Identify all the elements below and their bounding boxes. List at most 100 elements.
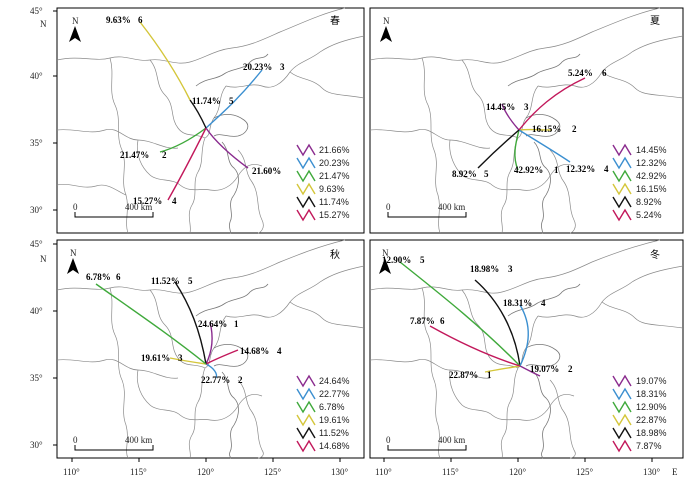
lon-tick-label: 115° <box>442 467 459 477</box>
traj-id: 1 <box>554 165 559 175</box>
trajectories <box>95 281 239 379</box>
trajectory-1 <box>205 127 249 169</box>
legend-item: 15.27% <box>296 208 350 222</box>
trajectory-3 <box>501 103 520 131</box>
traj-pct: 22.77% <box>201 375 230 385</box>
scale-bar: 0 400 km <box>73 435 154 451</box>
traj-pct: 19.07% <box>530 364 559 374</box>
traj-id: 2 <box>572 124 577 134</box>
traj-pct: 18.31% <box>503 298 532 308</box>
traj-pct: 18.98% <box>470 264 499 274</box>
traj-id: 3 <box>524 102 529 112</box>
svg-text:7.87%: 7.87% <box>636 441 662 451</box>
legend-item: 11.74% <box>296 195 349 209</box>
svg-text:N: N <box>382 248 389 258</box>
trajectory-6 <box>518 77 586 131</box>
traj-pct: 16.15% <box>532 124 561 134</box>
trajectory-5 <box>189 99 207 129</box>
lat-tick-label: 45° <box>30 239 43 249</box>
legend-item: 19.61% <box>296 413 350 427</box>
traj-id: 3 <box>178 353 183 363</box>
season-label: 冬 <box>650 248 660 261</box>
traj-id: 1 <box>487 370 492 380</box>
traj-pct: 6.78% <box>86 272 111 282</box>
lon-ticks: 110° 115° 120° 125° 130° E <box>375 458 678 477</box>
lon-tick-label: 125° <box>264 467 282 477</box>
trajectories <box>477 77 586 171</box>
traj-id: 4 <box>541 298 546 308</box>
svg-text:0: 0 <box>73 435 78 445</box>
lon-tick-label: 110° <box>375 467 392 477</box>
traj-pct: 5.24% <box>568 68 593 78</box>
svg-text:19.61%: 19.61% <box>319 415 350 425</box>
svg-text:20.23%: 20.23% <box>319 158 350 168</box>
trajectory-4 <box>518 129 571 163</box>
lat-ticks: 45° 40° 35° 30° N <box>30 6 57 215</box>
traj-pct: 42.92% <box>514 165 543 175</box>
panel-spring: 45° 40° 35° 30° N <box>30 6 365 234</box>
traj-pct: 21.47% <box>120 150 149 160</box>
svg-text:21.47%: 21.47% <box>319 171 350 181</box>
traj-id: 4 <box>172 196 177 206</box>
trajectories <box>399 261 541 377</box>
lon-tick-label: 130° <box>643 467 661 477</box>
lat-tick-label: 30° <box>30 440 43 450</box>
traj-pct: 24.64% <box>198 319 227 329</box>
traj-id: 5 <box>229 96 234 106</box>
traj-pct: 20.23% <box>243 62 272 72</box>
traj-id: 1 <box>234 319 239 329</box>
legend-item: 6.78% <box>296 400 345 414</box>
traj-id: 6 <box>116 272 121 282</box>
svg-text:9.63%: 9.63% <box>319 184 345 194</box>
season-label: 夏 <box>650 15 660 27</box>
svg-text:0: 0 <box>73 202 78 212</box>
legend-item: 16.15% <box>612 182 667 196</box>
legend-item: 8.92% <box>612 195 662 209</box>
traj-pct: 14.68% <box>240 346 269 356</box>
traj-id: 3 <box>508 264 513 274</box>
trajectory-labels: 24.64% 1 22.77% 2 19.61% 3 14.68% 4 11.5… <box>86 272 282 385</box>
trajectory-3 <box>474 279 521 367</box>
coastline <box>195 53 269 234</box>
svg-text:5.24%: 5.24% <box>636 210 662 220</box>
svg-text:400 km: 400 km <box>125 435 152 445</box>
svg-text:42.92%: 42.92% <box>636 171 667 181</box>
trajectory-5 <box>174 281 207 365</box>
legend-item: 42.92% <box>612 169 667 183</box>
legend-item: 18.98% <box>612 426 667 440</box>
legend-item: 14.68% <box>296 439 350 453</box>
svg-text:22.77%: 22.77% <box>319 389 350 399</box>
legend-item: 19.07% <box>612 374 667 388</box>
traj-pct: 12.90% <box>382 255 411 265</box>
lat-tick-label: 40° <box>30 306 43 316</box>
traj-id: 6 <box>440 316 445 326</box>
svg-text:22.87%: 22.87% <box>636 415 667 425</box>
legend-item: 11.52% <box>296 426 349 440</box>
coastline <box>195 283 269 459</box>
legend-item: 21.66% <box>296 143 350 157</box>
lat-tick-label: 35° <box>30 138 43 148</box>
scale-bar: 0 400 km <box>386 435 467 451</box>
legend-item: 18.31% <box>612 387 667 401</box>
legend: 21.66% 20.23% 21.47% 9.63% 11.74% 15.27% <box>294 140 362 228</box>
province-boundaries <box>369 7 684 234</box>
coastline <box>507 53 581 234</box>
legend-item: 14.45% <box>612 143 667 157</box>
svg-text:16.15%: 16.15% <box>636 184 667 194</box>
season-label: 秋 <box>330 248 340 261</box>
scale-bar: 0 400 km <box>386 202 467 218</box>
svg-text:11.52%: 11.52% <box>319 428 349 438</box>
lon-tick-label: 120° <box>197 467 215 477</box>
trajectory-3 <box>205 69 263 129</box>
svg-text:19.07%: 19.07% <box>636 376 667 386</box>
legend-item: 20.23% <box>296 156 350 170</box>
legend: 14.45% 12.32% 42.92% 16.15% 8.92% 5.24% <box>610 140 680 228</box>
panel-winter: 110° 115° 120° 125° 130° E <box>369 239 684 477</box>
svg-text:24.64%: 24.64% <box>319 376 350 386</box>
svg-text:N: N <box>70 248 77 258</box>
svg-text:8.92%: 8.92% <box>636 197 662 207</box>
panel-autumn: 45° 40° 35° 30° N 110° 115° 120° 125° 13… <box>30 239 365 477</box>
lon-tick-label: 130° <box>331 467 349 477</box>
legend-item: 24.64% <box>296 374 350 388</box>
traj-id: 3 <box>280 62 285 72</box>
